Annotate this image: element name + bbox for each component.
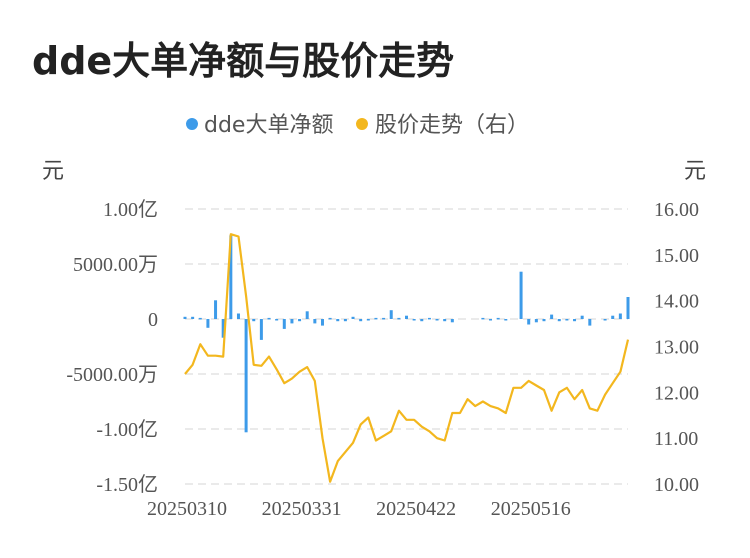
right-tick-label: 16.00 [654, 199, 699, 221]
left-axis: 1.00亿 5000.00万 0 -5000.00万 -1.00亿 -1.50亿 [66, 198, 158, 496]
dde-bar [305, 311, 309, 319]
dde-bar [450, 319, 454, 323]
dde-bar [542, 319, 546, 322]
dde-bar [267, 317, 271, 320]
dde-bar [557, 319, 561, 322]
right-tick-label: 10.00 [654, 474, 699, 496]
dde-bar [565, 319, 569, 321]
dde-bar [588, 319, 592, 326]
dde-bar [313, 319, 317, 324]
dde-bar [412, 319, 416, 321]
dde-bar [618, 313, 622, 319]
legend-label-dde: dde大单净额 [204, 113, 333, 138]
left-axis-unit: 元 [42, 159, 64, 184]
dde-bar [504, 319, 508, 321]
x-tick-label: 20250331 [262, 498, 342, 520]
dde-bar [290, 319, 294, 324]
dde-bar [603, 319, 607, 321]
dde-bar [206, 319, 210, 328]
chart-title: dde大单净额与股价走势 [32, 39, 455, 83]
dde-bar [435, 319, 439, 321]
dde-bar [443, 319, 447, 322]
dde-bar [626, 297, 630, 319]
price-line [184, 233, 630, 483]
right-tick-label: 14.00 [654, 291, 699, 313]
dde-bar [336, 319, 340, 322]
dde-bar [275, 319, 279, 321]
x-axis: 20250310 20250331 20250422 20250516 [147, 498, 571, 520]
dde-bar [534, 319, 538, 323]
dde-bar [374, 317, 378, 320]
dde-bar [366, 319, 370, 321]
dde-bar [580, 315, 584, 319]
right-axis: 16.00 15.00 14.00 13.00 12.00 11.00 10.00 [654, 199, 699, 496]
dde-bar [183, 316, 187, 319]
legend: dde大单净额 股价走势（右） [186, 113, 529, 138]
left-tick-label: -1.00亿 [96, 418, 158, 441]
left-tick-label: -1.50亿 [96, 473, 158, 496]
right-tick-label: 12.00 [654, 382, 699, 404]
dde-bar [489, 319, 493, 321]
legend-marker-price [356, 118, 368, 130]
left-tick-label: 5000.00万 [73, 254, 158, 276]
dde-bar [420, 319, 424, 322]
dde-bar [259, 319, 263, 340]
dde-bar [405, 315, 408, 319]
dde-bar [298, 319, 302, 322]
dde-bar [527, 319, 531, 325]
dde-bar [550, 314, 554, 319]
dde-bar [252, 319, 256, 322]
right-tick-label: 13.00 [654, 337, 699, 359]
dde-bar [359, 319, 363, 322]
dde-bar [343, 319, 347, 322]
x-tick-label: 20250422 [376, 498, 456, 520]
right-tick-label: 11.00 [654, 428, 698, 450]
dde-bar [611, 315, 615, 319]
dde-bar [229, 235, 233, 319]
left-tick-label: -5000.00万 [66, 364, 158, 386]
dde-bar [496, 317, 500, 320]
left-tick-label: 0 [148, 309, 158, 331]
dde-bar [519, 271, 523, 319]
legend-label-price: 股价走势（右） [375, 113, 529, 138]
dde-bar [389, 310, 393, 319]
dde-bar [481, 317, 485, 320]
right-tick-label: 15.00 [654, 245, 699, 267]
x-tick-label: 20250310 [147, 498, 227, 520]
dde-bar [236, 313, 240, 319]
dde-bar [282, 319, 286, 329]
left-tick-label: 1.00亿 [103, 198, 158, 221]
dde-bar [191, 316, 195, 319]
dde-bar [397, 317, 401, 320]
dde-bar [328, 317, 332, 320]
dde-bar [351, 316, 355, 319]
right-axis-unit: 元 [684, 159, 706, 184]
dde-bar [198, 317, 202, 320]
bar-series [183, 235, 630, 433]
dde-bar [427, 317, 431, 320]
line-series [184, 233, 630, 483]
legend-marker-dde [186, 118, 198, 130]
dde-bar [244, 319, 248, 433]
dde-bar [221, 319, 225, 338]
x-tick-label: 20250516 [491, 498, 571, 520]
dde-bar [214, 300, 218, 319]
dde-bar [573, 319, 577, 322]
dde-bar [320, 319, 324, 326]
dde-bar [382, 317, 386, 320]
